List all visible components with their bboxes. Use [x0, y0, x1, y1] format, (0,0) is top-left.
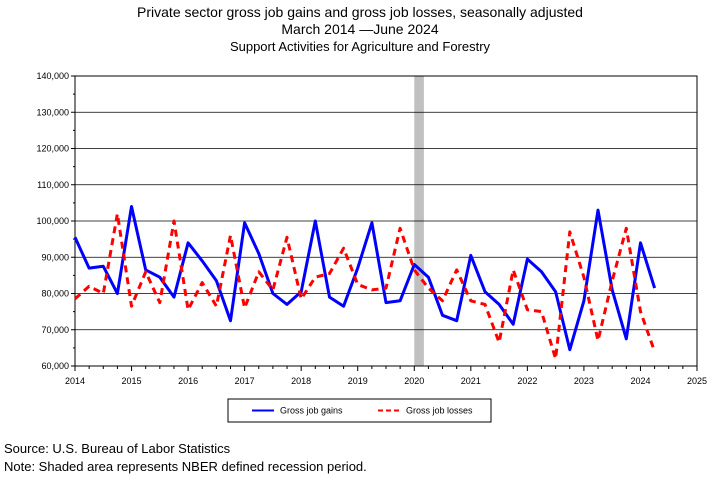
legend-gross-job-gains-label: Gross job gains: [280, 406, 343, 416]
y-tick-label: 80,000: [41, 289, 69, 299]
y-tick-label: 130,000: [36, 107, 69, 117]
y-tick-label: 90,000: [41, 252, 69, 262]
x-tick-label: 2019: [348, 376, 368, 386]
chart-industry: Support Activities for Agriculture and F…: [229, 39, 491, 54]
chart-title-block: Private sector gross job gains and gross…: [0, 4, 720, 55]
x-tick-label: 2016: [178, 376, 198, 386]
x-tick-label: 2024: [630, 376, 650, 386]
x-tick-label: 2014: [65, 376, 85, 386]
x-tick-label: 2022: [517, 376, 537, 386]
source-note: Source: U.S. Bureau of Labor Statistics: [4, 441, 231, 456]
x-tick-label: 2020: [404, 376, 424, 386]
chart-date-range: March 2014 —June 2024: [281, 21, 439, 37]
y-tick-label: 70,000: [41, 325, 69, 335]
x-tick-label: 2025: [687, 376, 707, 386]
x-tick-label: 2023: [574, 376, 594, 386]
chart-title: Private sector gross job gains and gross…: [137, 4, 583, 20]
y-tick-label: 60,000: [41, 361, 69, 371]
y-tick-label: 110,000: [37, 180, 69, 190]
y-tick-label: 120,000: [36, 144, 69, 154]
series-line-gross-job-gains: [73, 205, 657, 352]
plot-frame: [74, 75, 698, 367]
y-tick-label: 100,000: [36, 216, 69, 226]
x-tick-label: 2021: [461, 376, 481, 386]
x-tick-label: 2017: [235, 376, 255, 386]
y-tick-label: 140,000: [36, 71, 69, 81]
series-line-gross-job-losses: [74, 212, 657, 361]
x-tick-label: 2015: [122, 376, 142, 386]
recession-note: Note: Shaded area represents NBER define…: [4, 459, 367, 474]
legend-box: [227, 398, 492, 423]
x-tick-label: 2018: [291, 376, 311, 386]
legend-gross-job-losses-label: Gross job losses: [406, 406, 473, 416]
